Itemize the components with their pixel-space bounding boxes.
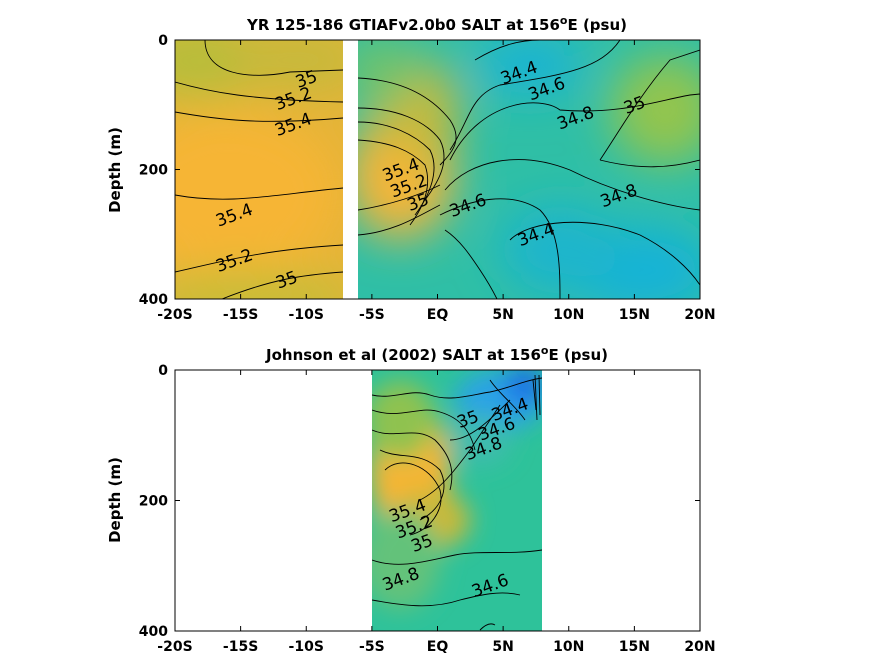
top-field-right — [358, 40, 700, 299]
bottom-x-tick-label: 5N — [492, 639, 513, 655]
bottom-x-tick-label: -15S — [223, 639, 258, 655]
bottom-x-tick-label: -20S — [157, 639, 192, 655]
bottom-x-tick-label: 10N — [553, 639, 584, 655]
bottom-x-tick-label: -5S — [359, 639, 385, 655]
top-x-tick-label: -20S — [157, 307, 192, 323]
top-y-axis-label: Depth (m) — [106, 127, 124, 213]
bottom-axis-ticks: -20S -15S -10S -5S EQ 5N 10N 15N 20N 0 200 400 — [139, 363, 716, 655]
top-x-tick-label: -15S — [223, 307, 258, 323]
top-x-tick-label: -10S — [289, 307, 324, 323]
top-field-left — [175, 40, 343, 299]
bottom-y-axis-label: Depth (m) — [106, 457, 124, 543]
top-x-tick-label: EQ — [427, 307, 449, 323]
top-y-tick-label: 0 — [158, 33, 168, 49]
bottom-contours — [372, 374, 542, 631]
bottom-field — [372, 370, 542, 631]
bottom-x-tick-label: -10S — [289, 639, 324, 655]
top-chart-title: YR 125-186 GTIAFv2.0b0 SALT at 156oE (ps… — [246, 14, 627, 34]
bottom-x-tick-label: EQ — [427, 639, 449, 655]
top-x-tick-label: 20N — [684, 307, 715, 323]
top-x-tick-label: 5N — [492, 307, 513, 323]
top-contours — [175, 40, 700, 299]
bottom-x-tick-label: 20N — [684, 639, 715, 655]
top-axis-ticks: -20S -15S -10S -5S EQ 5N 10N 15N 20N 0 200 400 — [139, 33, 716, 323]
top-y-tick-label: 200 — [139, 163, 168, 179]
top-y-tick-label: 400 — [139, 292, 168, 308]
top-x-tick-label: -5S — [359, 307, 385, 323]
bottom-y-tick-label: 200 — [139, 494, 168, 510]
bottom-x-tick-label: 15N — [619, 639, 650, 655]
bottom-y-tick-label: 0 — [158, 363, 168, 379]
top-data-gap — [343, 40, 358, 299]
bottom-chart-title: Johnson et al (2002) SALT at 156oE (psu) — [265, 344, 608, 364]
bottom-y-tick-label: 400 — [139, 624, 168, 640]
top-x-tick-label: 15N — [619, 307, 650, 323]
top-x-tick-label: 10N — [553, 307, 584, 323]
